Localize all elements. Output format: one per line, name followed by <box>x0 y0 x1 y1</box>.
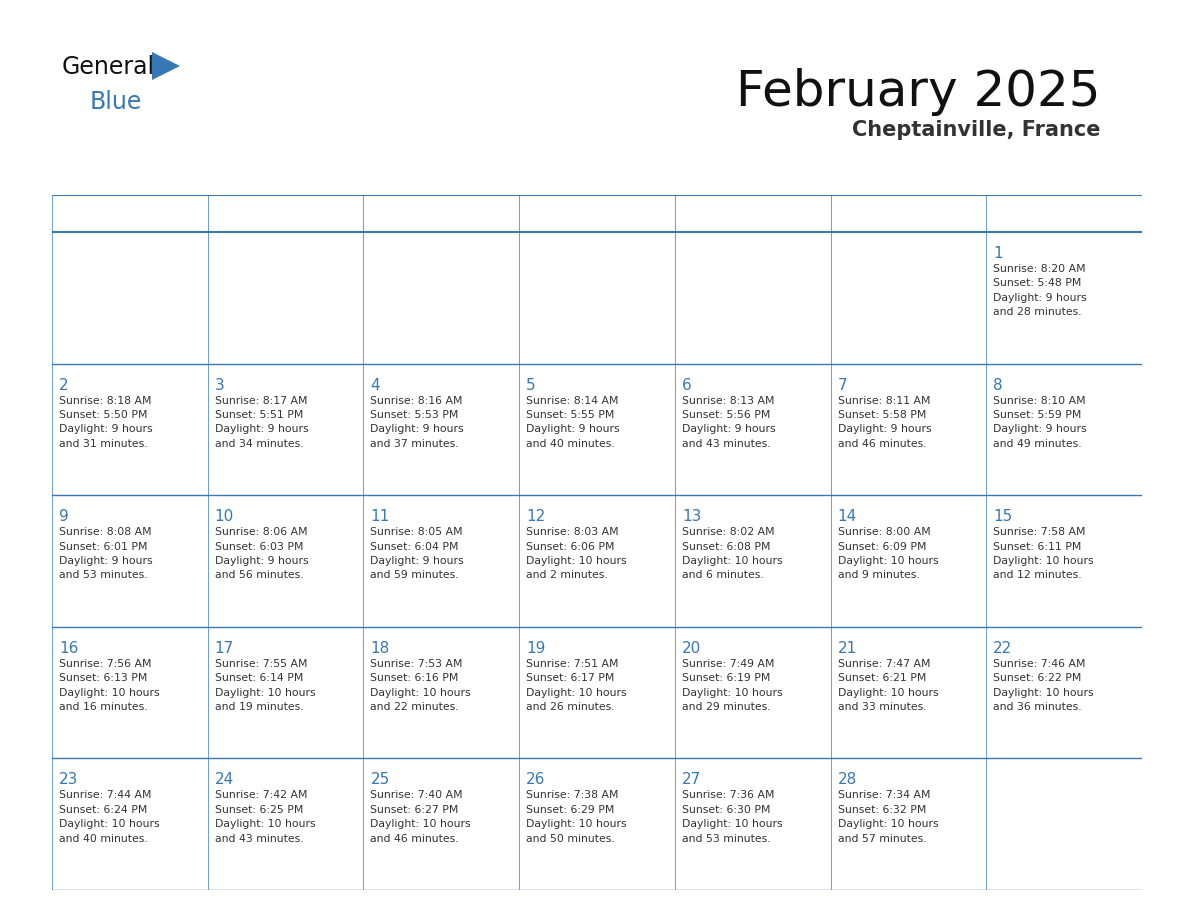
Text: Sunrise: 7:38 AM
Sunset: 6:29 PM
Daylight: 10 hours
and 50 minutes.: Sunrise: 7:38 AM Sunset: 6:29 PM Dayligh… <box>526 790 627 844</box>
Text: Sunrise: 7:49 AM
Sunset: 6:19 PM
Daylight: 10 hours
and 29 minutes.: Sunrise: 7:49 AM Sunset: 6:19 PM Dayligh… <box>682 659 783 712</box>
Text: Sunrise: 8:06 AM
Sunset: 6:03 PM
Daylight: 9 hours
and 56 minutes.: Sunrise: 8:06 AM Sunset: 6:03 PM Dayligh… <box>215 527 309 580</box>
Text: 24: 24 <box>215 772 234 788</box>
Text: Sunrise: 8:00 AM
Sunset: 6:09 PM
Daylight: 10 hours
and 9 minutes.: Sunrise: 8:00 AM Sunset: 6:09 PM Dayligh… <box>838 527 939 580</box>
Text: 26: 26 <box>526 772 545 788</box>
Text: Cheptainville, France: Cheptainville, France <box>852 120 1100 140</box>
Text: Sunrise: 7:40 AM
Sunset: 6:27 PM
Daylight: 10 hours
and 46 minutes.: Sunrise: 7:40 AM Sunset: 6:27 PM Dayligh… <box>371 790 472 844</box>
Text: 17: 17 <box>215 641 234 655</box>
Text: Blue: Blue <box>90 90 143 114</box>
Text: 9: 9 <box>59 509 69 524</box>
Text: Sunrise: 8:02 AM
Sunset: 6:08 PM
Daylight: 10 hours
and 6 minutes.: Sunrise: 8:02 AM Sunset: 6:08 PM Dayligh… <box>682 527 783 580</box>
Text: 12: 12 <box>526 509 545 524</box>
Text: 1: 1 <box>993 246 1003 261</box>
Text: 13: 13 <box>682 509 701 524</box>
Text: 22: 22 <box>993 641 1012 655</box>
Text: 14: 14 <box>838 509 857 524</box>
Text: Sunrise: 7:56 AM
Sunset: 6:13 PM
Daylight: 10 hours
and 16 minutes.: Sunrise: 7:56 AM Sunset: 6:13 PM Dayligh… <box>59 659 159 712</box>
Text: Sunrise: 7:55 AM
Sunset: 6:14 PM
Daylight: 10 hours
and 19 minutes.: Sunrise: 7:55 AM Sunset: 6:14 PM Dayligh… <box>215 659 315 712</box>
Text: Sunrise: 8:10 AM
Sunset: 5:59 PM
Daylight: 9 hours
and 49 minutes.: Sunrise: 8:10 AM Sunset: 5:59 PM Dayligh… <box>993 396 1087 449</box>
Text: 11: 11 <box>371 509 390 524</box>
Text: 7: 7 <box>838 377 847 393</box>
Text: Tuesday: Tuesday <box>375 206 443 221</box>
Text: 15: 15 <box>993 509 1012 524</box>
Text: 3: 3 <box>215 377 225 393</box>
Text: 5: 5 <box>526 377 536 393</box>
Text: Sunrise: 7:47 AM
Sunset: 6:21 PM
Daylight: 10 hours
and 33 minutes.: Sunrise: 7:47 AM Sunset: 6:21 PM Dayligh… <box>838 659 939 712</box>
Text: Sunrise: 8:03 AM
Sunset: 6:06 PM
Daylight: 10 hours
and 2 minutes.: Sunrise: 8:03 AM Sunset: 6:06 PM Dayligh… <box>526 527 627 580</box>
Text: Sunrise: 8:20 AM
Sunset: 5:48 PM
Daylight: 9 hours
and 28 minutes.: Sunrise: 8:20 AM Sunset: 5:48 PM Dayligh… <box>993 264 1087 318</box>
Text: Sunrise: 7:53 AM
Sunset: 6:16 PM
Daylight: 10 hours
and 22 minutes.: Sunrise: 7:53 AM Sunset: 6:16 PM Dayligh… <box>371 659 472 712</box>
Text: 27: 27 <box>682 772 701 788</box>
Text: 21: 21 <box>838 641 857 655</box>
Text: 16: 16 <box>59 641 78 655</box>
Text: 28: 28 <box>838 772 857 788</box>
Text: Sunrise: 8:16 AM
Sunset: 5:53 PM
Daylight: 9 hours
and 37 minutes.: Sunrise: 8:16 AM Sunset: 5:53 PM Dayligh… <box>371 396 465 449</box>
Polygon shape <box>152 52 181 80</box>
Text: 6: 6 <box>682 377 691 393</box>
Text: 23: 23 <box>59 772 78 788</box>
Text: Sunrise: 8:08 AM
Sunset: 6:01 PM
Daylight: 9 hours
and 53 minutes.: Sunrise: 8:08 AM Sunset: 6:01 PM Dayligh… <box>59 527 152 580</box>
Text: 4: 4 <box>371 377 380 393</box>
Text: Sunrise: 7:58 AM
Sunset: 6:11 PM
Daylight: 10 hours
and 12 minutes.: Sunrise: 7:58 AM Sunset: 6:11 PM Dayligh… <box>993 527 1094 580</box>
Text: Sunrise: 7:34 AM
Sunset: 6:32 PM
Daylight: 10 hours
and 57 minutes.: Sunrise: 7:34 AM Sunset: 6:32 PM Dayligh… <box>838 790 939 844</box>
Text: Sunrise: 8:17 AM
Sunset: 5:51 PM
Daylight: 9 hours
and 34 minutes.: Sunrise: 8:17 AM Sunset: 5:51 PM Dayligh… <box>215 396 309 449</box>
Text: Sunrise: 7:42 AM
Sunset: 6:25 PM
Daylight: 10 hours
and 43 minutes.: Sunrise: 7:42 AM Sunset: 6:25 PM Dayligh… <box>215 790 315 844</box>
Text: February 2025: February 2025 <box>735 68 1100 116</box>
Text: Sunrise: 7:36 AM
Sunset: 6:30 PM
Daylight: 10 hours
and 53 minutes.: Sunrise: 7:36 AM Sunset: 6:30 PM Dayligh… <box>682 790 783 844</box>
Text: 2: 2 <box>59 377 69 393</box>
Text: Friday: Friday <box>843 206 893 221</box>
Text: Sunrise: 7:46 AM
Sunset: 6:22 PM
Daylight: 10 hours
and 36 minutes.: Sunrise: 7:46 AM Sunset: 6:22 PM Dayligh… <box>993 659 1094 712</box>
Text: Sunrise: 7:51 AM
Sunset: 6:17 PM
Daylight: 10 hours
and 26 minutes.: Sunrise: 7:51 AM Sunset: 6:17 PM Dayligh… <box>526 659 627 712</box>
Text: Wednesday: Wednesday <box>531 206 626 221</box>
Text: 10: 10 <box>215 509 234 524</box>
Text: Monday: Monday <box>220 206 285 221</box>
Text: 18: 18 <box>371 641 390 655</box>
Text: 19: 19 <box>526 641 545 655</box>
Text: 8: 8 <box>993 377 1003 393</box>
Text: 20: 20 <box>682 641 701 655</box>
Text: Sunrise: 8:05 AM
Sunset: 6:04 PM
Daylight: 9 hours
and 59 minutes.: Sunrise: 8:05 AM Sunset: 6:04 PM Dayligh… <box>371 527 465 580</box>
Text: Sunrise: 8:11 AM
Sunset: 5:58 PM
Daylight: 9 hours
and 46 minutes.: Sunrise: 8:11 AM Sunset: 5:58 PM Dayligh… <box>838 396 931 449</box>
Text: 25: 25 <box>371 772 390 788</box>
Text: Sunrise: 8:18 AM
Sunset: 5:50 PM
Daylight: 9 hours
and 31 minutes.: Sunrise: 8:18 AM Sunset: 5:50 PM Dayligh… <box>59 396 152 449</box>
Text: Sunrise: 7:44 AM
Sunset: 6:24 PM
Daylight: 10 hours
and 40 minutes.: Sunrise: 7:44 AM Sunset: 6:24 PM Dayligh… <box>59 790 159 844</box>
Text: Sunday: Sunday <box>64 206 125 221</box>
Text: Sunrise: 8:14 AM
Sunset: 5:55 PM
Daylight: 9 hours
and 40 minutes.: Sunrise: 8:14 AM Sunset: 5:55 PM Dayligh… <box>526 396 620 449</box>
Text: Sunrise: 8:13 AM
Sunset: 5:56 PM
Daylight: 9 hours
and 43 minutes.: Sunrise: 8:13 AM Sunset: 5:56 PM Dayligh… <box>682 396 776 449</box>
Text: General: General <box>62 55 156 79</box>
Text: Thursday: Thursday <box>688 206 764 221</box>
Text: Saturday: Saturday <box>999 206 1073 221</box>
